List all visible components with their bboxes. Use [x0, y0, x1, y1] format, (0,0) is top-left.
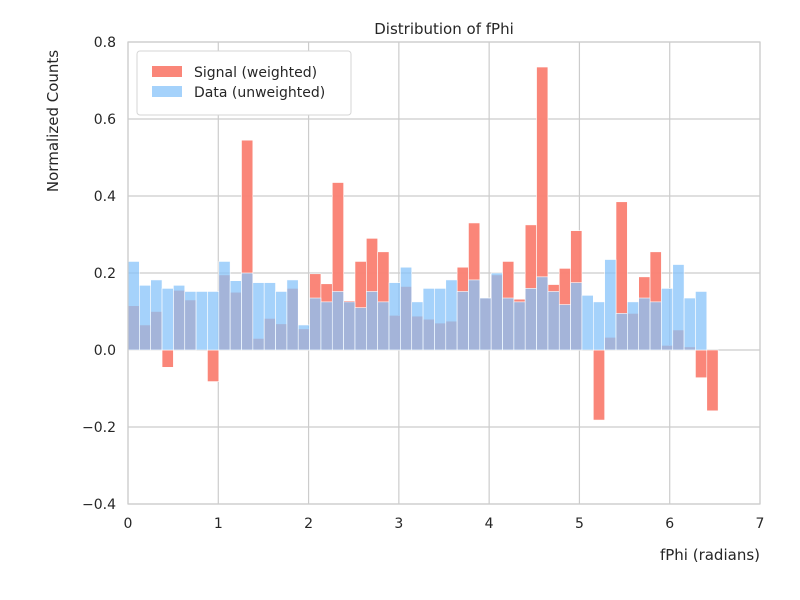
legend-swatch-signal [152, 66, 182, 77]
data-bar [195, 291, 208, 351]
data-bar [456, 291, 469, 351]
data-bar [161, 288, 174, 351]
signal-bar [706, 349, 719, 412]
data-bar [207, 291, 220, 351]
data-bar [139, 285, 151, 351]
legend-label-signal: Signal (weighted) [194, 65, 317, 81]
data-bar [366, 291, 378, 351]
x-tick-label: 0 [124, 516, 133, 532]
y-tick-label: 0.4 [94, 189, 116, 205]
data-bar [479, 297, 492, 351]
data-bar [150, 279, 163, 351]
x-tick-labels: 0 1 2 3 4 5 6 7 [124, 516, 765, 532]
data-bar [445, 279, 458, 351]
y-tick-label: 0.6 [94, 112, 116, 128]
data-bar [400, 266, 413, 351]
data-bars [127, 259, 708, 351]
data-bar [547, 291, 560, 351]
x-tick-label: 1 [214, 516, 223, 532]
signal-bar [593, 349, 605, 421]
x-tick-label: 3 [394, 516, 403, 532]
data-bar [502, 297, 515, 351]
data-bar [377, 301, 390, 351]
plot-frame [127, 41, 761, 505]
data-bar [638, 297, 651, 351]
data-bar [127, 261, 140, 351]
data-bar [615, 313, 628, 351]
x-tick-label: 4 [485, 516, 494, 532]
data-bar [286, 279, 299, 351]
data-bar [683, 297, 696, 351]
data-bar [434, 288, 447, 351]
y-tick-labels: −0.4 −0.2 0.0 0.2 0.4 0.6 0.8 [82, 35, 116, 513]
data-bar [184, 291, 197, 351]
data-bar [297, 324, 310, 351]
data-bar [490, 272, 503, 351]
data-bar [695, 291, 708, 351]
data-bar [593, 301, 605, 351]
data-bar [422, 288, 435, 351]
y-tick-label: −0.2 [82, 420, 116, 436]
legend-swatch-data [152, 86, 182, 97]
legend: Signal (weighted) Data (unweighted) [136, 50, 352, 116]
data-bar [649, 301, 662, 351]
data-bar [570, 282, 583, 351]
signal-bar [161, 349, 174, 368]
data-bar [513, 301, 526, 351]
y-tick-label: 0.2 [94, 266, 116, 282]
data-bar [241, 272, 254, 351]
legend-label-data: Data (unweighted) [194, 85, 325, 101]
data-bar [218, 261, 231, 351]
x-tick-label: 5 [575, 516, 584, 532]
y-tick-label: 0.0 [94, 343, 116, 359]
x-tick-label: 2 [304, 516, 313, 532]
data-bar [468, 279, 481, 351]
x-axis-label: fPhi (radians) [660, 546, 760, 564]
data-bar [343, 301, 356, 351]
y-tick-label: −0.4 [82, 497, 116, 513]
y-axis-label: Normalized Counts [44, 50, 62, 192]
data-bar [354, 307, 367, 351]
data-bar [388, 282, 401, 351]
data-bar [604, 259, 617, 351]
data-bar [263, 282, 276, 351]
x-tick-label: 7 [756, 516, 765, 532]
y-tick-label: 0.8 [94, 35, 116, 51]
data-bar [229, 280, 242, 351]
signal-bar [695, 349, 708, 379]
data-bar [331, 291, 344, 351]
data-bar [173, 285, 186, 351]
data-bar [627, 301, 640, 351]
data-bar [309, 297, 322, 351]
data-bar [320, 301, 333, 351]
data-bar [672, 264, 685, 351]
signal-bar [207, 349, 220, 382]
chart-title: Distribution of fPhi [374, 20, 514, 38]
data-bar [581, 295, 594, 351]
legend-box [136, 50, 352, 116]
data-bar [252, 282, 265, 351]
data-bar [275, 291, 288, 351]
data-bar [524, 288, 537, 351]
x-tick-label: 6 [665, 516, 674, 532]
data-bar [411, 301, 424, 351]
data-bar [536, 276, 549, 351]
data-bar [661, 288, 674, 351]
data-bar [558, 304, 571, 351]
